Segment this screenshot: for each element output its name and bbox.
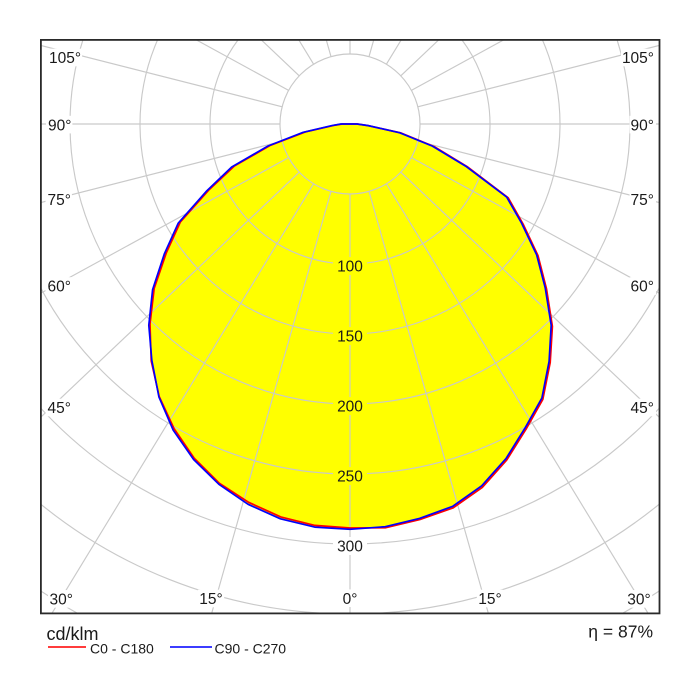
svg-text:90°: 90° <box>48 117 71 134</box>
svg-text:30°: 30° <box>49 592 72 609</box>
svg-text:60°: 60° <box>631 279 654 296</box>
svg-text:200: 200 <box>337 399 363 416</box>
svg-text:105°: 105° <box>622 50 654 67</box>
svg-text:45°: 45° <box>48 400 71 417</box>
svg-text:60°: 60° <box>48 279 71 296</box>
svg-text:15°: 15° <box>478 591 501 608</box>
svg-text:30°: 30° <box>627 592 650 609</box>
svg-text:150: 150 <box>337 329 363 346</box>
svg-text:η = 87%: η = 87% <box>588 622 653 642</box>
svg-text:C90 - C270: C90 - C270 <box>215 641 287 657</box>
svg-text:250: 250 <box>337 469 363 486</box>
svg-text:15°: 15° <box>199 591 222 608</box>
svg-text:105°: 105° <box>49 50 81 67</box>
svg-text:75°: 75° <box>48 192 71 209</box>
svg-text:45°: 45° <box>631 400 654 417</box>
svg-text:0°: 0° <box>343 591 358 608</box>
svg-text:90°: 90° <box>631 117 654 134</box>
svg-text:100: 100 <box>337 259 363 276</box>
svg-text:300: 300 <box>337 539 363 556</box>
svg-text:C0 - C180: C0 - C180 <box>90 641 154 657</box>
svg-text:cd/klm: cd/klm <box>47 624 99 644</box>
svg-text:75°: 75° <box>631 192 654 209</box>
